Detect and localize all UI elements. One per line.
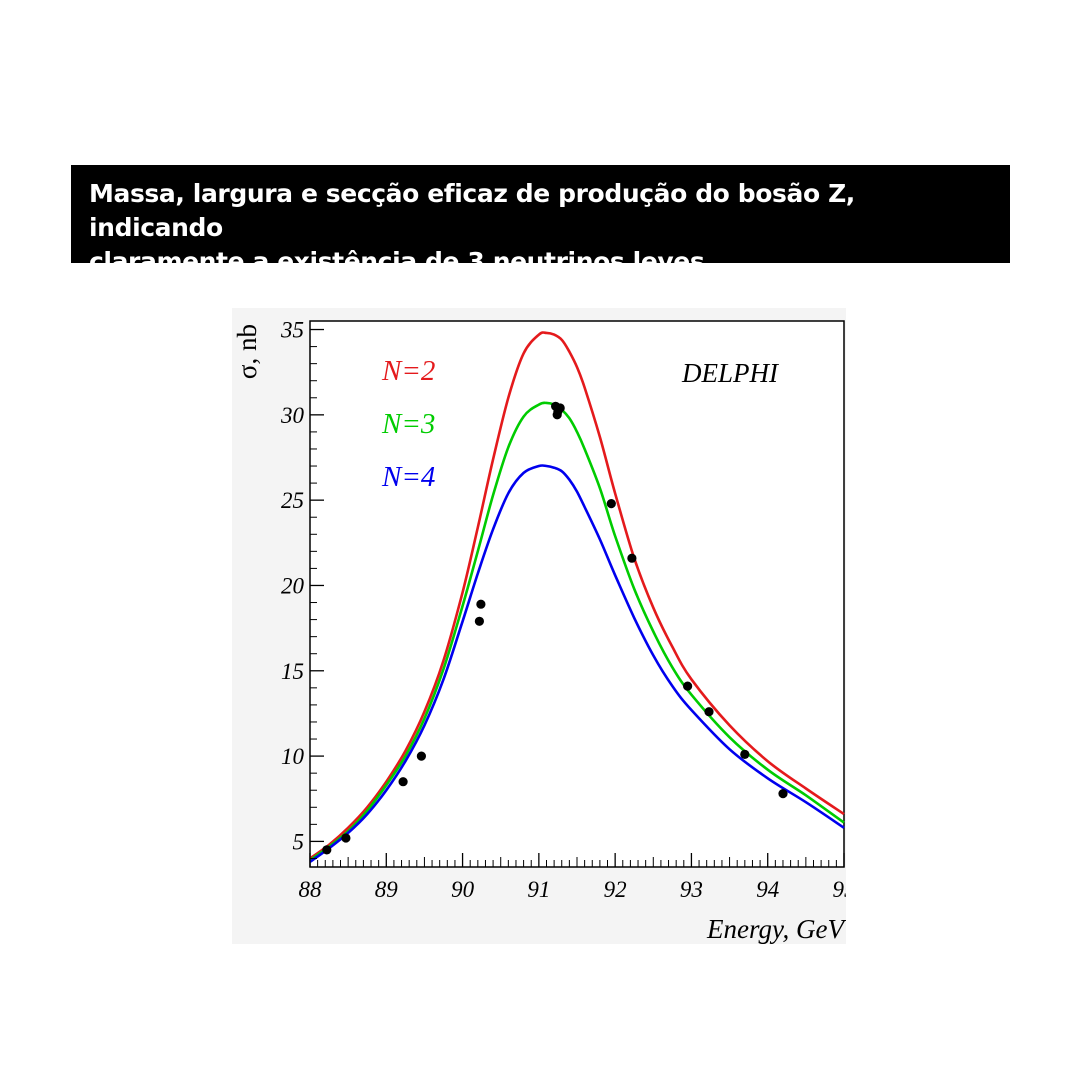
x-tick-label: 94 bbox=[756, 877, 779, 902]
data-point bbox=[398, 777, 408, 787]
data-point bbox=[606, 499, 616, 509]
x-tick-label: 91 bbox=[527, 877, 550, 902]
x-axis-title: Energy, GeV bbox=[706, 914, 846, 944]
series-line-n4 bbox=[309, 464, 845, 863]
data-point bbox=[322, 845, 332, 855]
data-point bbox=[704, 707, 714, 717]
data-point bbox=[740, 749, 750, 759]
y-tick-label: 25 bbox=[281, 488, 304, 513]
x-tick-label: 92 bbox=[604, 877, 627, 902]
y-tick-label: 5 bbox=[293, 829, 305, 854]
x-tick-label: 93 bbox=[680, 877, 703, 902]
legend-label-n3: N=3 bbox=[381, 408, 435, 440]
y-tick-label: 30 bbox=[280, 403, 305, 428]
y-tick-label: 20 bbox=[281, 573, 305, 598]
y-tick-label: 35 bbox=[280, 318, 304, 343]
caption-line-2: claramente a existência de 3 neutrinos l… bbox=[89, 247, 714, 276]
data-point bbox=[627, 553, 637, 563]
data-point bbox=[474, 616, 484, 626]
chart-panel: 88 89 90 91 92 93 94 95 5 10 15 20 25 30 35 DELPHI N=2… bbox=[232, 308, 846, 944]
cross-section-chart: 88 89 90 91 92 93 94 95 5 10 15 20 25 30 35 DELPHI N=2… bbox=[232, 318, 846, 944]
series-line-n3 bbox=[309, 401, 845, 862]
data-points bbox=[322, 401, 788, 855]
series-line-n2 bbox=[309, 331, 845, 860]
data-point bbox=[778, 789, 788, 799]
legend-label-n2: N=2 bbox=[381, 355, 435, 387]
experiment-label: DELPHI bbox=[681, 358, 780, 388]
legend-label-n4: N=4 bbox=[381, 461, 435, 493]
data-point bbox=[476, 599, 486, 609]
model-curves bbox=[309, 331, 845, 863]
figure-caption: Massa, largura e secção eficaz de produç… bbox=[71, 165, 1010, 276]
caption-line-1: Massa, largura e secção eficaz de produç… bbox=[89, 179, 855, 242]
x-tick-label: 95 bbox=[833, 877, 847, 902]
data-point bbox=[683, 681, 693, 691]
plot-frame bbox=[309, 320, 845, 868]
x-tick-label: 88 bbox=[299, 877, 323, 902]
y-tick-label: 10 bbox=[281, 744, 305, 769]
x-tick-label: 90 bbox=[451, 877, 475, 902]
y-axis-title: σ, nb bbox=[232, 324, 262, 379]
data-point bbox=[416, 751, 426, 761]
data-point bbox=[341, 833, 351, 843]
x-tick-label: 89 bbox=[375, 877, 399, 902]
axes: 88 89 90 91 92 93 94 95 5 10 15 20 25 30 35 bbox=[280, 318, 846, 902]
data-point bbox=[552, 410, 562, 420]
legend: N=2 N=3 N=4 bbox=[381, 355, 435, 493]
y-tick-label: 15 bbox=[281, 659, 304, 684]
